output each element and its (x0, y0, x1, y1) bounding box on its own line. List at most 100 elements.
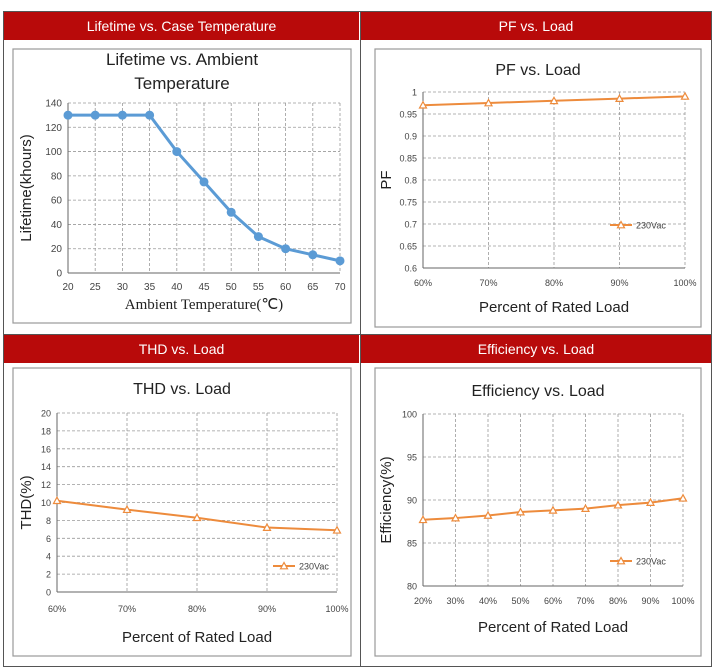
data-point (483, 510, 493, 519)
data-point (614, 93, 625, 103)
x-tick-label: 20 (62, 282, 74, 293)
data-point (308, 250, 318, 260)
data-point (90, 110, 100, 120)
data-point (548, 505, 558, 514)
legend-marker (616, 556, 626, 565)
chart-lifetime: Lifetime vs. Ambient Temperature 020 40 60 80… (12, 48, 352, 324)
y-tick-label: 95 (407, 453, 417, 463)
chart-title: Lifetime vs. Ambient (106, 50, 258, 69)
x-tick-label: 100% (671, 596, 694, 606)
chart-title: Efficiency vs. Load (471, 383, 604, 400)
y-tick-label: 0 (56, 269, 62, 280)
x-tick-label: 40% (479, 596, 497, 606)
y-tick-label: 8 (46, 516, 51, 526)
y-tick-label: 0 (46, 588, 51, 598)
vertical-divider (360, 11, 361, 667)
y-tick-label: 120 (45, 123, 62, 134)
y-tick-label: 85 (407, 539, 417, 549)
data-point (172, 147, 182, 157)
x-tick-label: 70% (576, 596, 594, 606)
data-point (332, 525, 342, 534)
y-tick-label: 80 (407, 582, 417, 592)
x-axis-label: Percent of Rated Load (122, 629, 272, 646)
x-tick-label: 35 (144, 282, 156, 293)
x-axis-label: Percent of Rated Load (478, 619, 628, 636)
data-point (52, 495, 62, 505)
y-tick-label: 140 (45, 99, 62, 110)
y-tick-label: 0.75 (399, 198, 417, 208)
y-tick-label: 0.9 (404, 132, 417, 142)
header-lifetime: Lifetime vs. Case Temperature (4, 12, 359, 40)
y-tick-label: 100 (402, 410, 417, 420)
y-tick-label: 20 (41, 409, 51, 419)
x-tick-label: 80% (188, 604, 206, 614)
y-tick-label: 18 (41, 426, 51, 436)
data-point (678, 493, 688, 502)
data-point (262, 522, 272, 531)
data-point (281, 244, 291, 254)
y-tick-label: 1 (412, 88, 417, 98)
chart-title: Temperature (134, 74, 229, 93)
chart-thd: THD vs. Load 0 2 4 6 8 10 12 14 16 18 20 60% 70% 80% 90… (12, 367, 352, 657)
chart-pf: PF vs. Load 0.6 0.65 0.7 0.75 0.8 0.85 0.9 0.95 1… (374, 48, 702, 328)
x-tick-label: 60% (48, 604, 66, 614)
chart-efficiency: Efficiency vs. Load 80 85 90 95 100 20% 30% 40% 5… (374, 367, 702, 657)
data-point (680, 91, 690, 100)
x-tick-label: 90% (641, 596, 659, 606)
data-point (418, 515, 428, 524)
legend-marker (279, 561, 289, 570)
y-tick-label: 0.6 (404, 264, 417, 274)
y-tick-label: 80 (51, 171, 63, 182)
header-pf: PF vs. Load (361, 12, 711, 40)
y-axis-label: THD(%) (18, 475, 35, 529)
y-tick-label: 100 (45, 147, 62, 158)
x-axis-label: Ambient Temperature(℃) (125, 297, 283, 313)
x-tick-label: 40 (171, 282, 183, 293)
y-tick-label: 4 (46, 552, 51, 562)
y-tick-label: 0.8 (404, 176, 417, 186)
y-axis-label: PF (378, 170, 395, 189)
y-tick-label: 12 (41, 480, 51, 490)
data-point (63, 110, 73, 120)
y-tick-label: 0.95 (399, 110, 417, 120)
x-tick-label: 70% (479, 278, 497, 288)
y-tick-label: 60 (51, 196, 63, 207)
data-point (145, 110, 155, 120)
chart-frame (12, 367, 352, 657)
data-point (418, 100, 428, 109)
x-axis-label: Percent of Rated Load (479, 299, 629, 316)
y-tick-label: 0.65 (399, 242, 417, 252)
y-axis-label: Efficiency(%) (378, 456, 395, 543)
data-point (515, 507, 526, 516)
data-point (117, 110, 127, 120)
data-point (580, 503, 591, 512)
data-point (549, 96, 559, 105)
x-tick-label: 55 (253, 282, 265, 293)
header-efficiency: Efficiency vs. Load (361, 335, 711, 363)
data-point (226, 207, 236, 217)
data-point (199, 177, 209, 187)
x-tick-label: 80% (545, 278, 563, 288)
data-point (450, 513, 461, 522)
y-tick-label: 16 (41, 444, 51, 454)
x-tick-label: 70% (118, 604, 136, 614)
x-tick-label: 100% (325, 604, 348, 614)
x-tick-label: 30 (117, 282, 129, 293)
data-point (122, 504, 132, 514)
y-tick-label: 14 (41, 462, 51, 472)
header-thd: THD vs. Load (4, 335, 359, 363)
x-tick-label: 70 (334, 282, 346, 293)
data-point (335, 256, 345, 266)
data-point (613, 500, 623, 509)
data-point (192, 512, 202, 522)
y-tick-label: 2 (46, 570, 51, 580)
x-tick-label: 65 (307, 282, 319, 293)
legend-label: 230Vac (636, 221, 666, 231)
x-tick-label: 50 (226, 282, 238, 293)
y-tick-label: 90 (407, 496, 417, 506)
x-tick-label: 100% (673, 278, 696, 288)
y-tick-label: 40 (51, 220, 63, 231)
x-tick-label: 45 (198, 282, 210, 293)
x-tick-label: 80% (609, 596, 627, 606)
horizontal-divider (3, 334, 712, 335)
